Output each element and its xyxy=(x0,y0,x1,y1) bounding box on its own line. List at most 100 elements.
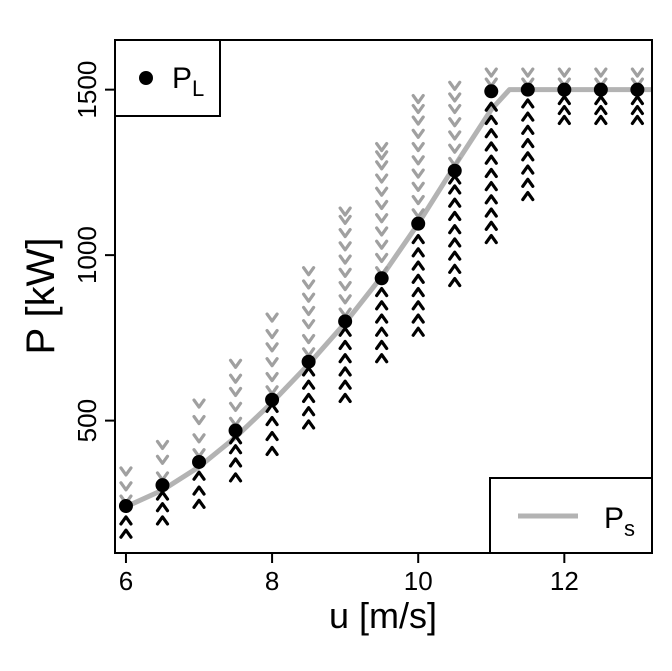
upper-bound-chevron xyxy=(448,92,462,103)
upper-bound-chevron xyxy=(265,328,279,340)
lower-bound-chevron xyxy=(375,326,389,337)
lower-bound-chevron xyxy=(411,286,425,298)
y-tick-label: 1000 xyxy=(72,226,102,284)
upper-bound-chevron xyxy=(411,128,425,139)
lower-bound-chevron xyxy=(228,457,243,468)
upper-bound-chevron xyxy=(228,386,243,398)
lower-bound-chevron xyxy=(484,128,498,139)
upper-bound-chevron xyxy=(228,401,243,412)
lower-bound-chevron xyxy=(484,194,498,205)
legend-pl: PL xyxy=(114,39,221,117)
upper-bound-chevron xyxy=(192,415,206,426)
pl-point xyxy=(557,82,572,97)
lower-bound-chevron xyxy=(338,392,352,404)
lower-bound-chevron xyxy=(448,184,462,195)
upper-bound-chevron xyxy=(411,93,425,105)
lower-bound-chevron xyxy=(302,406,316,417)
y-axis-title: P [kW] xyxy=(19,237,63,354)
lower-bound-chevron xyxy=(228,444,243,455)
upper-bound-chevron xyxy=(265,312,279,323)
upper-bound-chevron xyxy=(375,186,389,197)
lower-bound-chevron xyxy=(557,94,571,106)
upper-bound-chevron xyxy=(338,280,352,292)
lower-bound-chevron xyxy=(265,416,279,427)
lower-bound-chevron xyxy=(484,167,498,178)
upper-bound-chevron xyxy=(302,266,316,277)
lower-bound-chevron xyxy=(521,190,535,202)
lower-bound-chevron xyxy=(630,94,644,106)
x-tick-label: 10 xyxy=(404,566,433,596)
pl-point xyxy=(630,82,645,97)
pl-point xyxy=(593,82,608,97)
lower-bound-chevron xyxy=(192,498,206,509)
lower-bound-chevron xyxy=(448,277,462,288)
upper-bound-markers xyxy=(119,67,644,505)
legend-ps-label-sub: s xyxy=(624,516,635,541)
lower-bound-chevron xyxy=(192,470,206,481)
lower-bound-chevron xyxy=(557,104,571,116)
pl-point xyxy=(155,478,170,493)
lower-bound-chevron xyxy=(265,430,279,442)
lower-bound-chevron xyxy=(448,263,462,274)
upper-bound-chevron xyxy=(155,454,170,465)
legend-pl-box xyxy=(114,39,221,117)
lower-bound-chevron xyxy=(338,339,352,351)
upper-bound-chevron xyxy=(411,155,425,166)
upper-bound-chevron xyxy=(448,117,462,128)
upper-bound-chevron xyxy=(411,141,425,153)
lower-bound-chevron xyxy=(228,472,243,483)
upper-bound-chevron xyxy=(192,398,206,409)
lower-bound-chevron xyxy=(411,247,425,258)
legend-pl-label-sub: L xyxy=(192,76,204,101)
lower-bound-markers xyxy=(119,94,644,539)
upper-bound-chevron xyxy=(338,206,352,217)
lower-bound-chevron xyxy=(155,502,170,513)
upper-bound-chevron xyxy=(119,481,133,492)
lower-bound-chevron xyxy=(594,114,608,126)
upper-bound-chevron xyxy=(302,279,316,290)
lower-bound-chevron xyxy=(411,313,425,324)
legend-ps-label-main: P xyxy=(604,502,624,535)
lower-bound-chevron xyxy=(521,151,535,162)
lower-bound-chevron xyxy=(302,392,316,404)
upper-bound-chevron xyxy=(338,267,352,278)
upper-bound-chevron xyxy=(411,115,425,126)
upper-bound-chevron xyxy=(265,357,279,368)
upper-bound-chevron xyxy=(630,67,644,78)
upper-bound-chevron xyxy=(484,67,498,78)
legend-pl-marker xyxy=(139,71,153,85)
upper-bound-chevron xyxy=(448,103,462,115)
lower-bound-chevron xyxy=(302,379,316,390)
lower-bound-chevron xyxy=(411,273,425,284)
upper-bound-chevron xyxy=(192,433,206,444)
lower-bound-chevron xyxy=(448,197,462,208)
legend-pl-label: PL xyxy=(172,62,204,101)
lower-bound-chevron xyxy=(119,528,133,539)
upper-bound-chevron xyxy=(375,226,389,237)
lower-bound-chevron xyxy=(484,207,498,218)
upper-bound-chevron xyxy=(265,342,279,353)
x-axis: 6 8 10 12 xyxy=(119,553,579,596)
upper-bound-chevron xyxy=(448,143,462,154)
lower-bound-chevron xyxy=(521,177,535,188)
lower-bound-chevron xyxy=(594,94,608,106)
lower-bound-chevron xyxy=(411,326,425,337)
upper-bound-chevron xyxy=(448,80,462,91)
pl-point xyxy=(484,84,499,99)
pl-point xyxy=(338,314,353,329)
upper-bound-chevron xyxy=(375,252,389,264)
x-tick-label: 8 xyxy=(265,566,279,596)
upper-bound-chevron xyxy=(375,199,389,211)
lower-bound-chevron xyxy=(155,515,170,526)
lower-bound-chevron xyxy=(411,300,425,311)
lower-bound-chevron xyxy=(484,114,498,126)
lower-bound-chevron xyxy=(302,419,316,430)
lower-bound-chevron xyxy=(484,154,498,165)
lower-bound-chevron xyxy=(557,114,571,126)
lower-bound-chevron xyxy=(521,98,535,109)
upper-bound-chevron xyxy=(228,373,243,384)
pl-point xyxy=(374,271,389,286)
y-axis: 500 1000 1500 xyxy=(72,61,115,442)
pl-point xyxy=(192,454,207,469)
x-tick-label: 12 xyxy=(550,566,579,596)
